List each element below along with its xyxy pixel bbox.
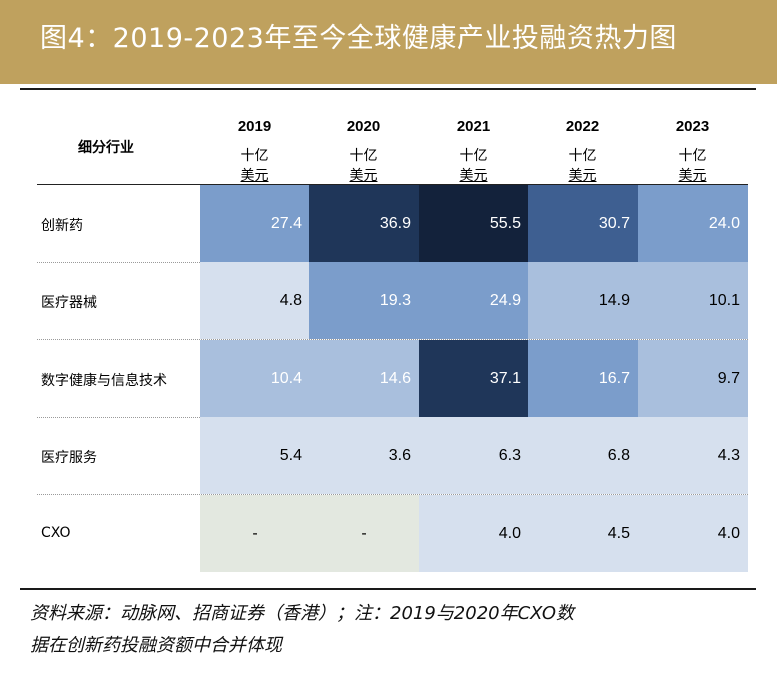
heatmap-cell: -	[309, 495, 419, 572]
year-header-2021: 2021	[456, 118, 491, 135]
row-label-0: 创新药	[41, 217, 83, 234]
heatmap-cell: 16.7	[528, 340, 638, 417]
unit-header-2022: 十亿 美元	[569, 146, 597, 186]
source-note: 资料来源：动脉网、招商证券（香港）；注：2019与2020年CXO数 据在创新药…	[30, 598, 752, 662]
heatmap-cell: 14.6	[309, 340, 419, 417]
row-separator	[37, 494, 748, 495]
heatmap-cell: 4.0	[638, 495, 748, 572]
unit-label-billion: 十亿	[240, 148, 269, 164]
table-bottom-rule	[20, 588, 756, 590]
heatmap-cell: 6.3	[419, 417, 529, 494]
heatmap-cell: 4.8	[200, 262, 310, 339]
unit-label-billion: 十亿	[459, 148, 488, 164]
heatmap-cell: -	[200, 495, 310, 572]
unit-label-usd: 美元	[349, 168, 378, 184]
unit-label-usd: 美元	[459, 168, 488, 184]
segment-column-header: 细分行业	[78, 140, 134, 156]
row-label-2: 数字健康与信息技术	[41, 372, 167, 389]
heatmap-cell: 14.9	[528, 262, 638, 339]
heatmap-cell: 37.1	[419, 340, 529, 417]
source-note-line-1: 资料来源：动脉网、招商证券（香港）；注：2019与2020年CXO数	[30, 603, 575, 624]
unit-label-billion: 十亿	[568, 148, 597, 164]
heatmap-cell: 4.0	[419, 495, 529, 572]
year-header-2019: 2019	[237, 118, 272, 135]
unit-label-billion: 十亿	[678, 148, 707, 164]
heatmap-cell: 10.4	[200, 340, 310, 417]
heatmap-cell: 5.4	[200, 417, 310, 494]
heatmap-cell: 55.5	[419, 185, 529, 262]
heatmap-cell: 6.8	[528, 417, 638, 494]
table-top-rule	[20, 88, 756, 90]
heatmap-cell: 4.3	[638, 417, 748, 494]
unit-label-usd: 美元	[678, 168, 707, 184]
unit-header-2019: 十亿 美元	[241, 146, 269, 186]
unit-header-2023: 十亿 美元	[679, 146, 707, 186]
heatmap-cell: 27.4	[200, 185, 310, 262]
unit-label-billion: 十亿	[349, 148, 378, 164]
header-underline	[37, 184, 748, 185]
heatmap-cell: 9.7	[638, 340, 748, 417]
year-header-2023: 2023	[675, 118, 710, 135]
unit-header-2021: 十亿 美元	[460, 146, 488, 186]
row-separator	[37, 339, 748, 340]
title-banner: 图4：2019-2023年至今全球健康产业投融资热力图	[0, 0, 777, 87]
unit-label-usd: 美元	[240, 168, 269, 184]
heatmap-cell: 36.9	[309, 185, 419, 262]
source-note-line-2: 据在创新药投融资额中合并体现	[30, 635, 282, 656]
year-header-2020: 2020	[346, 118, 381, 135]
unit-header-2020: 十亿 美元	[350, 146, 378, 186]
year-header-2022: 2022	[565, 118, 600, 135]
heatmap-cell: 4.5	[528, 495, 638, 572]
row-label-3: 医疗服务	[41, 449, 97, 466]
heatmap-cell: 19.3	[309, 262, 419, 339]
heatmap-cell: 30.7	[528, 185, 638, 262]
figure-title: 图4：2019-2023年至今全球健康产业投融资热力图	[40, 23, 677, 54]
unit-label-usd: 美元	[568, 168, 597, 184]
heatmap-cell: 24.9	[419, 262, 529, 339]
heatmap-cell: 10.1	[638, 262, 748, 339]
heatmap-cell: 3.6	[309, 417, 419, 494]
row-label-4: CXO	[41, 524, 71, 541]
row-label-1: 医疗器械	[41, 294, 97, 311]
heatmap-cell: 24.0	[638, 185, 748, 262]
